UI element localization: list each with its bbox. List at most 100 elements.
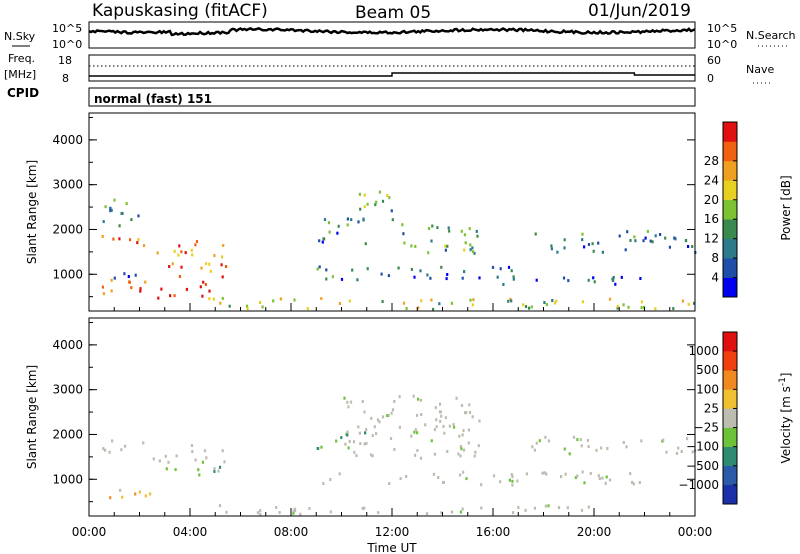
echo-cell	[157, 296, 160, 300]
echo-cell	[614, 282, 617, 286]
echo-cell	[386, 194, 389, 197]
echo-cell	[440, 265, 443, 269]
echo-cell	[198, 473, 201, 477]
echo-cell	[156, 251, 159, 255]
colorbar-segment	[723, 258, 737, 278]
echo-cell	[318, 265, 321, 269]
echo-cell	[121, 211, 124, 215]
colorbar-segment	[723, 484, 737, 505]
echo-cell	[438, 402, 442, 406]
freq-tick-low: 8	[62, 72, 69, 85]
echo-cell	[402, 232, 405, 236]
echo-cell	[465, 411, 468, 415]
colorbar-segment	[723, 277, 737, 298]
echo-cell	[393, 448, 396, 451]
echo-cell	[393, 400, 396, 403]
echo-cell	[413, 275, 416, 279]
echo-cell	[201, 460, 204, 464]
time-tick-label: 08:00	[274, 525, 309, 539]
echo-cell	[450, 301, 453, 305]
echo-cell	[633, 235, 636, 239]
echo-cell	[651, 240, 654, 244]
echo-cell	[205, 456, 208, 460]
echo-cell	[347, 446, 350, 450]
range-tick-label: 2000	[52, 222, 83, 236]
echo-cell	[446, 273, 449, 276]
echo-cell	[535, 278, 538, 282]
echo-cell	[468, 411, 472, 414]
echo-cell	[213, 467, 216, 471]
freq-unit-label: [MHz]	[4, 68, 36, 81]
colorbar-segment	[723, 122, 737, 142]
echo-cell	[592, 249, 595, 253]
echo-cell	[125, 202, 128, 206]
echo-cell	[517, 506, 520, 509]
echo-cell	[344, 442, 347, 446]
echo-cell	[201, 294, 204, 298]
echo-cell	[524, 508, 527, 512]
echo-cell	[299, 512, 302, 516]
colorbar-tick-label: 12	[704, 232, 719, 246]
echo-cell	[112, 237, 115, 241]
echo-cell	[366, 267, 369, 271]
echo-cell	[363, 205, 366, 209]
echo-cell	[531, 445, 534, 449]
echo-cell	[446, 244, 449, 248]
echo-cell	[430, 239, 433, 243]
echo-cell	[358, 431, 361, 435]
echo-cell	[178, 275, 181, 278]
echo-cell	[119, 488, 122, 492]
echo-cell	[245, 304, 249, 308]
echo-cell	[381, 199, 385, 203]
echo-cell	[432, 307, 435, 311]
echo-cell	[581, 232, 584, 236]
echo-cell	[136, 241, 139, 245]
echo-cell	[417, 306, 420, 310]
echo-cell	[113, 198, 116, 202]
colorbar-tick-label: 16	[704, 212, 719, 226]
echo-cell	[401, 223, 404, 227]
echo-cell	[616, 304, 619, 308]
echo-cell	[130, 218, 133, 222]
echo-cell	[197, 468, 200, 472]
range-tick-label: 4000	[52, 133, 83, 147]
echo-cell	[646, 229, 649, 233]
echo-cell	[410, 244, 413, 248]
echo-cell	[325, 277, 328, 281]
echo-cell	[668, 245, 671, 249]
echo-cell	[677, 446, 680, 450]
echo-cell	[308, 507, 311, 510]
echo-cell	[359, 442, 362, 446]
echo-cell	[511, 479, 514, 483]
echo-cell	[194, 243, 197, 247]
echo-cell	[598, 477, 601, 481]
echo-cell	[512, 275, 515, 279]
echo-cell	[259, 512, 262, 516]
echo-cell	[109, 209, 112, 213]
echo-cell	[638, 481, 641, 484]
echo-cell	[375, 432, 378, 436]
echo-cell	[583, 245, 586, 249]
echo-cell	[564, 472, 567, 476]
echo-cell	[463, 248, 466, 252]
echo-cell	[337, 224, 340, 228]
freq-label: Freq.	[8, 52, 35, 65]
echo-cell	[361, 506, 364, 510]
echo-cell	[459, 454, 462, 458]
echo-cell	[213, 469, 216, 473]
echo-cell	[139, 289, 142, 293]
colorbar-segment	[723, 465, 737, 486]
echo-cell	[576, 438, 579, 442]
echo-cell	[618, 234, 621, 238]
echo-cell	[346, 433, 349, 437]
echo-cell	[640, 300, 643, 304]
cpid-label: CPID	[7, 86, 39, 100]
echo-cell	[191, 253, 194, 257]
echo-cell	[322, 237, 325, 241]
echo-cell	[328, 230, 331, 234]
echo-cell	[209, 269, 212, 273]
echo-cell	[473, 454, 476, 458]
echo-cell	[351, 268, 354, 272]
echo-cell	[365, 428, 368, 432]
echo-cell	[102, 292, 105, 296]
